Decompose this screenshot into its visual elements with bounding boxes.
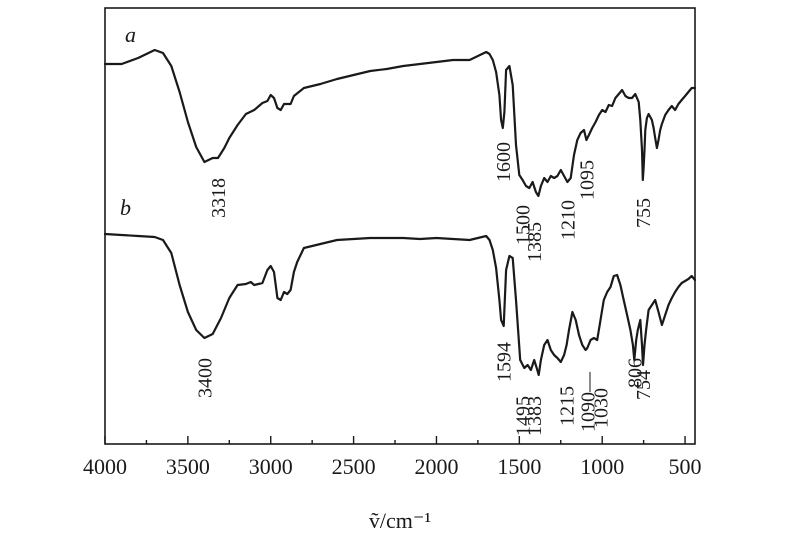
plot-frame	[104, 7, 696, 445]
peak-label-b: 1090—	[577, 371, 599, 432]
x-tick-label: 4000	[83, 454, 127, 479]
peak-label-b: 1594	[494, 342, 516, 382]
x-tick-label: 2500	[332, 454, 376, 479]
x-tick-label: 1000	[580, 454, 624, 479]
series-label-a: a	[125, 22, 136, 47]
series-b-line	[103, 232, 697, 377]
x-axis-ticks: 4000 3500 3000 2500 2000 1500 1000 500	[83, 436, 702, 479]
peak-label-a: 3318	[208, 178, 230, 218]
peak-label-b: 1495	[513, 396, 535, 436]
peak-label-a: 755	[633, 198, 655, 228]
x-tick-label: 3500	[166, 454, 210, 479]
peak-label-b: 1215	[557, 386, 579, 426]
series-a-line	[103, 48, 697, 198]
peak-label-a: 1385	[524, 222, 546, 262]
x-axis-title: ṽ/cm⁻¹	[369, 508, 431, 533]
x-tick-label: 3000	[249, 454, 293, 479]
peak-label-b: 1030	[591, 388, 613, 428]
x-tick-label: 1500	[497, 454, 541, 479]
spectra	[103, 48, 697, 377]
x-tick-label: 2000	[414, 454, 458, 479]
peak-label-b: 806	[624, 358, 646, 388]
peak-label-b: 754	[633, 370, 655, 400]
peak-label-b: 3400	[194, 358, 216, 398]
peak-label-b: 1383	[524, 396, 546, 436]
peak-label-a: 1095	[576, 160, 598, 200]
peak-label-a: 1600	[493, 142, 515, 182]
x-tick-label: 500	[669, 454, 702, 479]
peak-label-a: 1210	[557, 200, 579, 240]
peak-label-a: 1500	[513, 205, 535, 245]
series-label-b: b	[120, 195, 131, 220]
